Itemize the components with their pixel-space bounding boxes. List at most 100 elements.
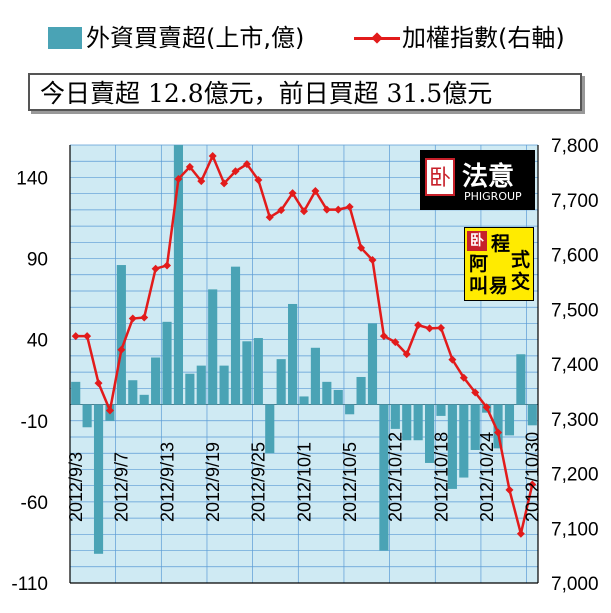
line-point	[436, 323, 445, 332]
trading-logo-char: 式	[511, 249, 531, 271]
line-point	[117, 345, 126, 354]
x-tick-label: 2012/9/7	[112, 452, 132, 522]
bar	[367, 323, 378, 405]
x-tick-label: 2012/10/18	[431, 432, 451, 522]
bar	[162, 321, 172, 405]
legend-bar-label: 外資買賣超(上市,億)	[86, 24, 305, 52]
bar	[299, 396, 309, 405]
plot-area	[70, 145, 538, 583]
bar	[265, 404, 275, 454]
line-point	[163, 261, 172, 270]
bar	[402, 404, 412, 441]
bar	[93, 404, 104, 554]
bar	[527, 404, 537, 426]
chart-legend: 外資買賣超(上市,億) 加權指數(右軸)	[0, 0, 611, 60]
bar	[116, 265, 126, 405]
line-point	[231, 167, 240, 176]
line-point	[311, 186, 320, 195]
x-tick-label: 2012/9/13	[157, 442, 177, 522]
right-tick-label: 7,200	[551, 465, 599, 486]
bar	[413, 404, 423, 441]
legend-item-line: 加權指數(右軸)	[354, 18, 565, 53]
line-point	[494, 428, 503, 437]
right-tick-label: 7,100	[551, 519, 599, 540]
bar	[128, 380, 138, 405]
left-tick-label: 90	[27, 250, 48, 271]
bar	[253, 338, 263, 405]
legend-bar-swatch	[48, 27, 82, 49]
trading-logo-char: 易	[489, 275, 509, 297]
line-point	[185, 162, 194, 171]
line-point	[379, 332, 388, 341]
x-tick-label: 2012/10/24	[477, 432, 497, 522]
line-point	[105, 406, 114, 415]
bar	[242, 341, 252, 405]
trading-logo-char: 交	[511, 271, 531, 293]
right-tick-label: 7,500	[551, 300, 599, 321]
line-point	[471, 388, 480, 397]
x-tick-label: 2012/10/5	[340, 442, 360, 522]
brand-logo-sub: PHIGROUP	[464, 190, 522, 203]
bar	[173, 145, 184, 405]
bar	[151, 357, 161, 405]
x-tick-label: 2012/10/30	[523, 432, 543, 522]
x-tick-label: 2012/9/3	[66, 452, 86, 522]
line-point	[242, 160, 251, 169]
line-point	[174, 174, 183, 183]
right-tick-label: 7,400	[551, 355, 599, 376]
line-point	[334, 205, 343, 214]
line-point	[425, 324, 434, 333]
line-point	[151, 264, 160, 273]
legend-line-label: 加權指數(右軸)	[402, 24, 565, 52]
bar	[219, 365, 229, 405]
bar	[310, 347, 320, 405]
line-point	[140, 313, 149, 322]
left-tick-label: -60	[21, 493, 48, 514]
line-point	[516, 529, 525, 538]
brand-logo-name: 法意	[462, 162, 515, 192]
bar	[288, 303, 298, 405]
right-tick-label: 7,600	[551, 246, 599, 267]
bar	[379, 404, 389, 551]
line-point	[357, 243, 366, 252]
line-point	[448, 355, 457, 364]
line-point	[528, 480, 537, 489]
left-tick-label: 40	[27, 331, 48, 352]
line-point	[197, 177, 206, 186]
brand-logo: 卧 法意 PHIGROUP	[420, 150, 535, 210]
right-tick-label: 7,800	[551, 136, 599, 157]
line-point	[265, 213, 274, 222]
summary-box: 今日賣超 12.8億元，前日買超 31.5億元	[28, 73, 582, 111]
trading-logo-char: 阿	[469, 253, 489, 275]
line-point	[220, 179, 229, 188]
x-tick-label: 2012/10/12	[386, 432, 406, 522]
bar	[139, 394, 149, 405]
line-point	[345, 202, 354, 211]
line-point	[254, 176, 263, 185]
legend-line-swatch	[354, 27, 400, 49]
line-point	[505, 485, 514, 494]
bar	[322, 381, 332, 405]
line-point	[288, 189, 297, 198]
bar	[333, 389, 343, 405]
bar	[493, 404, 503, 449]
left-tick-label: -10	[21, 412, 48, 433]
left-tick-label: 140	[16, 168, 48, 189]
line-point	[94, 379, 103, 388]
bar	[470, 404, 480, 450]
right-tick-label: 7,000	[551, 574, 599, 595]
bar	[504, 404, 515, 436]
bar	[390, 404, 400, 429]
line-point	[208, 151, 217, 160]
trading-logo-mark: 卧	[467, 231, 487, 251]
line-point	[322, 205, 331, 214]
legend-item-bar: 外資買賣超(上市,億)	[48, 18, 304, 53]
trading-logo: 卧 阿 叫 程 式 易 交	[464, 227, 534, 301]
line-point	[402, 350, 411, 359]
bar	[356, 376, 366, 405]
bar	[436, 404, 446, 416]
line-point	[128, 314, 137, 323]
bar	[459, 404, 469, 478]
bar	[196, 365, 206, 405]
